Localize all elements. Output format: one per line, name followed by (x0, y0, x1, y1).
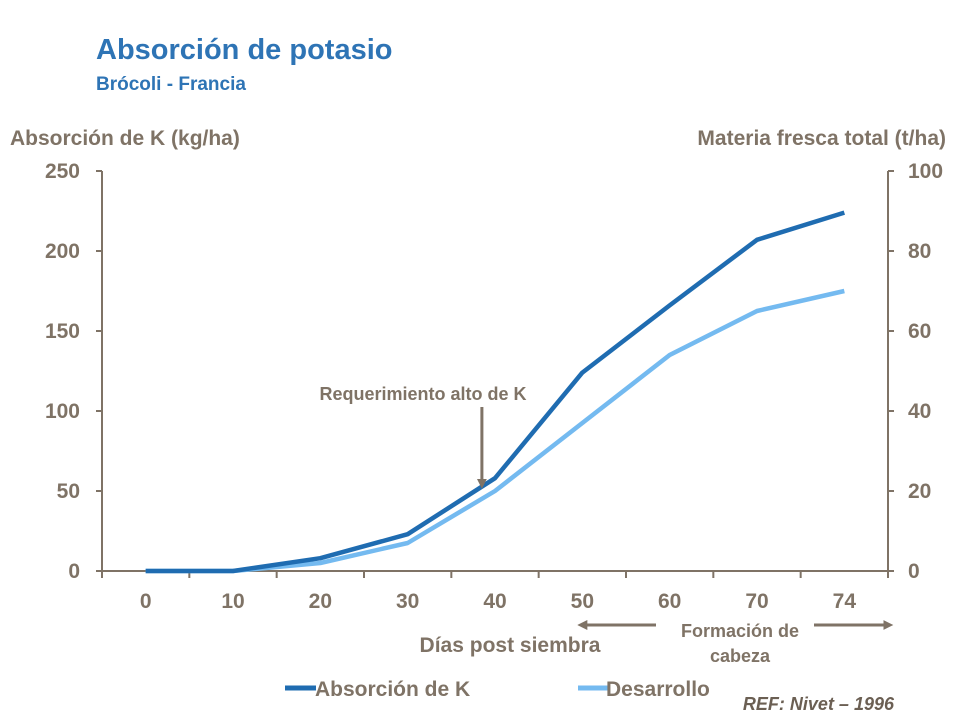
right-y-tick-label: 100 (908, 160, 943, 183)
right-y-tick-label: 20 (908, 480, 931, 503)
x-tick-label: 0 (140, 590, 152, 613)
x-tick-label: 50 (571, 590, 594, 613)
legend-label-absorcion: Absorción de K (315, 678, 470, 701)
x-tick-label: 70 (745, 590, 768, 613)
right-y-tick-label: 80 (908, 240, 931, 263)
x-axis-label: Días post siembra (420, 634, 601, 657)
series-line-desarrollo (145, 288, 845, 574)
x-tick-label: 74 (833, 590, 857, 613)
x-tick-label: 30 (396, 590, 419, 613)
left-y-tick-label: 0 (68, 560, 80, 583)
left-y-tick-label: 50 (57, 480, 80, 503)
annotation-label: Requerimiento alto de K (319, 384, 526, 404)
series-line-absorcion (145, 210, 846, 574)
chart-title: Absorción de potasio (96, 34, 393, 66)
x-tick-label: 60 (658, 590, 681, 613)
x-tick-label: 40 (483, 590, 506, 613)
left-y-tick-label: 150 (45, 320, 80, 343)
right-axis-label: Materia fresca total (t/ha) (697, 127, 946, 150)
x-tick-label: 10 (221, 590, 244, 613)
head-formation-label-line1: Formación de (681, 621, 799, 641)
head-formation-label-line2: cabeza (710, 646, 771, 666)
left-axis-label: Absorción de K (kg/ha) (10, 127, 240, 150)
right-y-tick-label: 0 (908, 560, 920, 583)
left-y-tick-label: 200 (45, 240, 80, 263)
left-y-tick-label: 100 (45, 400, 80, 423)
legend-label-desarrollo: Desarrollo (606, 678, 710, 701)
left-y-tick-label: 250 (45, 160, 80, 183)
right-y-tick-label: 40 (908, 400, 931, 423)
chart-subtitle: Brócoli - Francia (96, 74, 246, 95)
reference-note: REF: Nivet – 1996 (742, 694, 894, 714)
x-tick-label: 20 (309, 590, 332, 613)
right-y-tick-label: 60 (908, 320, 931, 343)
